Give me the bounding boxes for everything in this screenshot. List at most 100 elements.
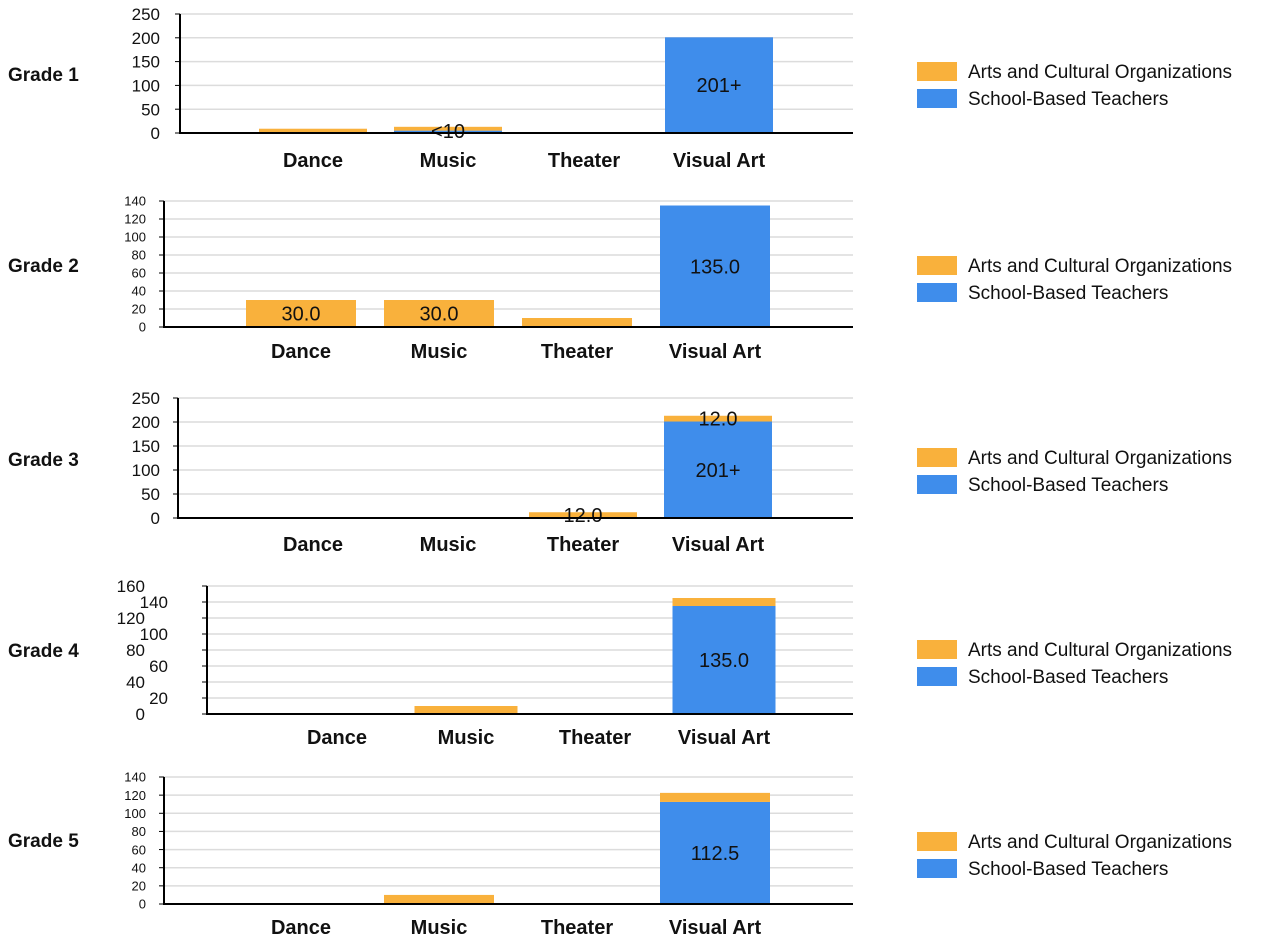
- data-label: 30.0: [282, 304, 321, 326]
- y-tick-label: 0: [151, 124, 160, 143]
- y-tick-label: 0: [139, 897, 146, 912]
- category-label: Visual Art: [678, 727, 771, 749]
- category-label: Music: [411, 917, 468, 939]
- bar-school-based-teachers: [394, 130, 502, 133]
- y-tick-label: 60: [132, 266, 146, 281]
- category-label: Theater: [547, 534, 619, 556]
- grade-label: Grade 5: [8, 831, 79, 852]
- grade-label: Grade 1: [8, 65, 79, 86]
- bar-arts-organizations: [384, 300, 494, 327]
- category-label: Dance: [271, 917, 331, 939]
- category-label: Visual Art: [673, 150, 766, 172]
- y-tick-label: 40: [132, 860, 146, 875]
- y-tick-label: 100: [140, 625, 168, 644]
- category-label: Music: [411, 341, 468, 363]
- legend-label: School-Based Teachers: [968, 283, 1168, 304]
- data-label: 12.0: [699, 409, 738, 431]
- y-tick-label: 120: [124, 212, 146, 227]
- y-tick-label: 80: [132, 824, 146, 839]
- legend-label: Arts and Cultural Organizations: [968, 832, 1232, 853]
- bar-arts-organizations: [660, 792, 770, 802]
- legend-swatch: [917, 859, 957, 878]
- data-label: 12.0: [564, 505, 603, 527]
- legend-label: School-Based Teachers: [968, 859, 1168, 880]
- y-tick-label: 80: [132, 248, 146, 263]
- category-label: Music: [438, 727, 495, 749]
- category-label: Dance: [283, 150, 343, 172]
- data-label: 135.0: [699, 650, 749, 672]
- bar-arts-organizations: [259, 128, 367, 133]
- y-tick-label: 0: [139, 320, 146, 335]
- legend-label: School-Based Teachers: [968, 667, 1168, 688]
- legend-swatch: [917, 475, 957, 494]
- y-tick-label: 60: [132, 842, 146, 857]
- category-label: Visual Art: [669, 341, 762, 363]
- chart-5: Grade 5 0 20 40 60 80 100 120 140 Dance Music Theat…: [8, 770, 1232, 939]
- y-tick-label: 100: [124, 806, 146, 821]
- y-tick-label: 150: [132, 53, 160, 72]
- bar-school-based-teachers: [660, 801, 770, 904]
- y-tick-label: 80: [126, 641, 145, 660]
- bar-arts-organizations: [394, 126, 502, 131]
- chart-3: Grade 3 0 50 100 150 200 250 Dance Music 12.0 Thea…: [8, 389, 1232, 556]
- y-tick-label: 140: [124, 194, 146, 209]
- y-tick-label: 140: [140, 593, 168, 612]
- legend-swatch: [917, 640, 957, 659]
- legend-label: Arts and Cultural Organizations: [968, 256, 1232, 277]
- bar-arts-organizations: [414, 706, 518, 714]
- y-tick-label: 60: [149, 657, 168, 676]
- category-label: Dance: [271, 341, 331, 363]
- y-tick-label: 0: [151, 509, 160, 528]
- category-label: Dance: [283, 534, 343, 556]
- y-tick-label: 100: [124, 230, 146, 245]
- legend-swatch: [917, 448, 957, 467]
- bar-arts-organizations: [529, 512, 637, 518]
- chart-2: Grade 2 0 20 40 60 80 100 120 140 30.0 Dance 30.0 Mu…: [8, 194, 1232, 363]
- bar-school-based-teachers: [660, 205, 770, 327]
- data-label: 201+: [695, 460, 740, 482]
- bar-arts-organizations: [522, 318, 632, 327]
- category-label: Visual Art: [672, 534, 765, 556]
- y-tick-label: 20: [132, 879, 146, 894]
- y-tick-label: 20: [132, 302, 146, 317]
- grade-label: Grade 2: [8, 256, 79, 277]
- y-tick-label: 200: [132, 413, 160, 432]
- legend-label: Arts and Cultural Organizations: [968, 448, 1232, 469]
- y-tick-label: 40: [126, 673, 145, 692]
- data-label: 30.0: [420, 304, 459, 326]
- y-tick-label: 120: [124, 788, 146, 803]
- category-label: Theater: [541, 917, 613, 939]
- y-tick-label: 20: [149, 689, 168, 708]
- y-tick-label: 100: [132, 77, 160, 96]
- legend-swatch: [917, 283, 957, 302]
- legend-swatch: [917, 667, 957, 686]
- grade-label: Grade 3: [8, 450, 79, 471]
- category-label: Theater: [548, 150, 620, 172]
- bar-school-based-teachers: [664, 421, 772, 518]
- data-label: 112.5: [691, 843, 740, 865]
- category-label: Music: [420, 150, 477, 172]
- bar-arts-organizations: [672, 598, 776, 606]
- y-tick-label: 0: [136, 705, 145, 724]
- y-tick-label: 250: [132, 389, 160, 408]
- legend-swatch: [917, 62, 957, 81]
- legend-label: School-Based Teachers: [968, 89, 1168, 110]
- legend-label: Arts and Cultural Organizations: [968, 62, 1232, 83]
- y-tick-label: 160: [117, 577, 145, 596]
- bar-school-based-teachers: [665, 37, 773, 133]
- bar-arts-organizations: [664, 415, 772, 422]
- y-tick-label: 100: [132, 461, 160, 480]
- bar-school-based-teachers: [672, 606, 776, 714]
- y-tick-label: 200: [132, 29, 160, 48]
- legend-swatch: [917, 256, 957, 275]
- legend-swatch: [917, 832, 957, 851]
- category-label: Theater: [559, 727, 631, 749]
- y-tick-label: 50: [141, 100, 160, 119]
- category-label: Dance: [307, 727, 367, 749]
- data-label: 135.0: [690, 256, 740, 278]
- y-tick-label: 40: [132, 284, 146, 299]
- y-tick-label: 140: [124, 770, 146, 785]
